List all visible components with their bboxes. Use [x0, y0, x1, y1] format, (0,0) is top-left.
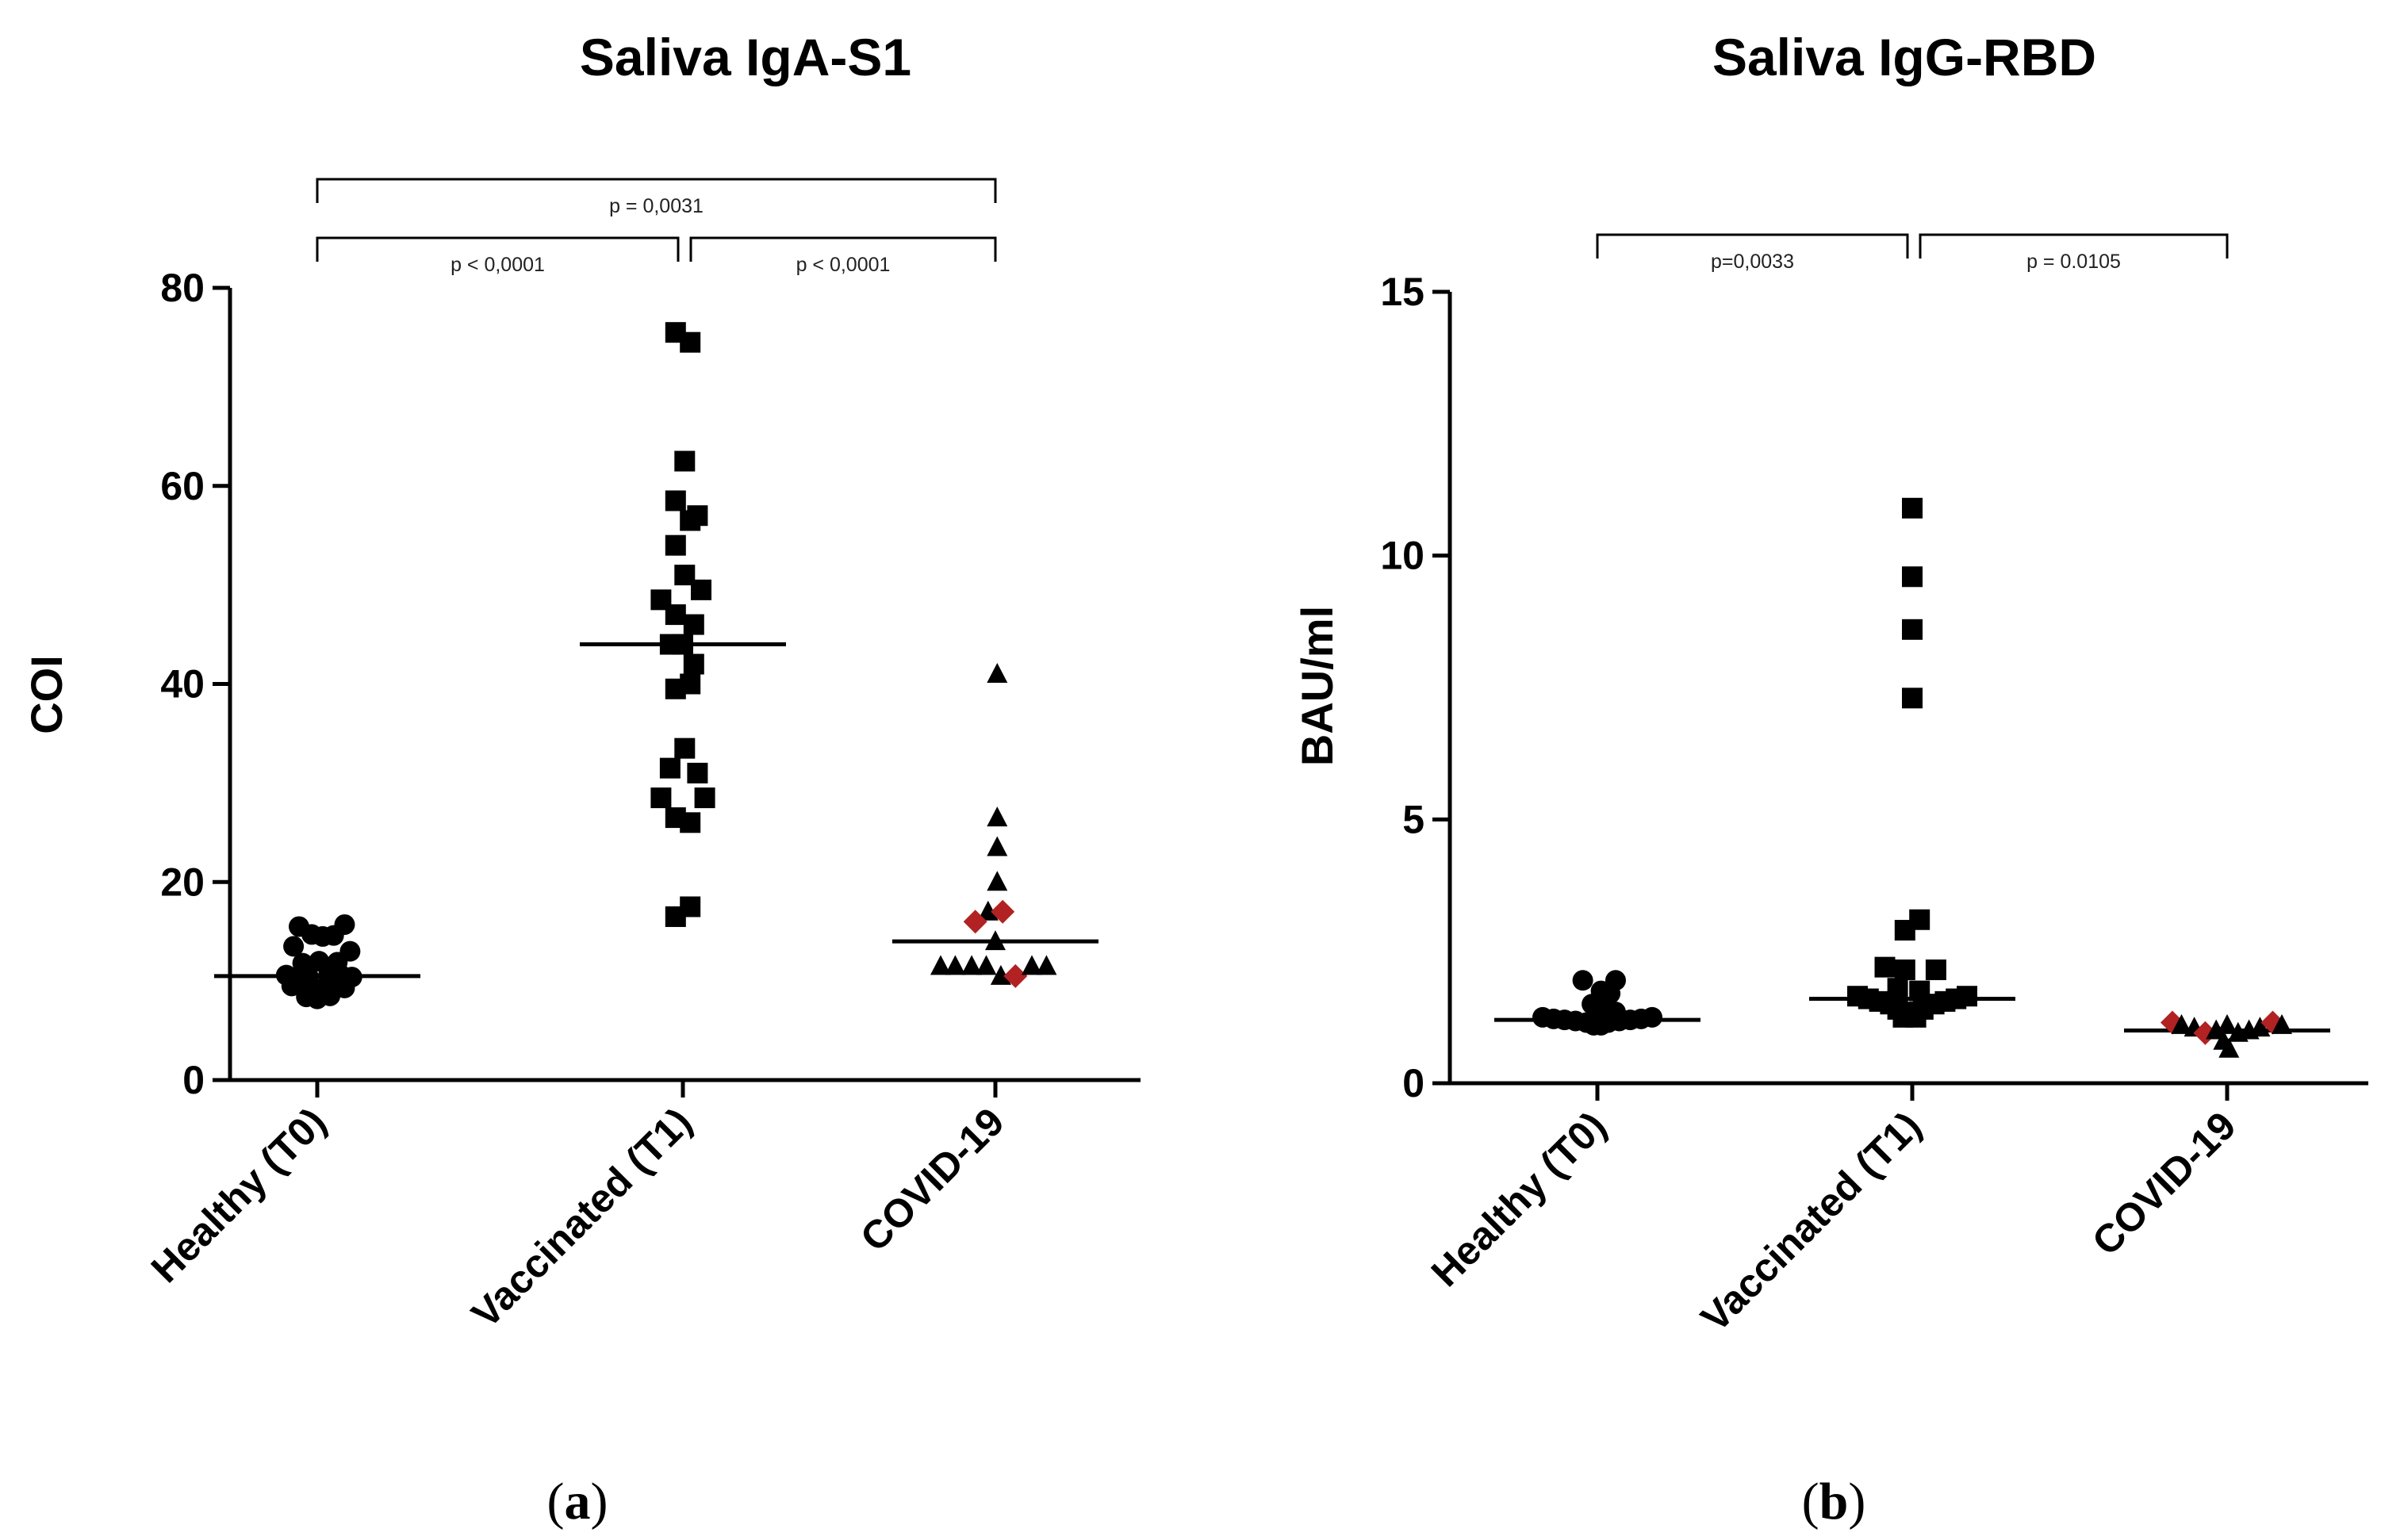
data-point-circle	[1572, 970, 1593, 991]
data-point-triangle	[2217, 1013, 2237, 1034]
data-point-circle	[309, 951, 330, 972]
x-category-label: Healthy (T0)	[1423, 1103, 1615, 1295]
y-tick-label: 0	[1402, 1061, 1424, 1105]
data-point-circle	[1642, 1006, 1662, 1028]
panel-a-label: (a)	[547, 1473, 608, 1530]
data-point-square	[1874, 956, 1896, 978]
data-point-triangle	[2171, 1013, 2192, 1034]
data-point-triangle	[2249, 1017, 2271, 1037]
data-point-square	[665, 906, 686, 927]
data-point-square	[1902, 566, 1923, 588]
panel-a-title: Saliva IgA-S1	[580, 28, 911, 86]
data-point-square	[1894, 959, 1915, 980]
x-category-label: Vaccinated (T1)	[1693, 1103, 1930, 1340]
data-point-diamond	[963, 910, 987, 934]
data-point-square	[683, 653, 704, 675]
significance-bracket	[1919, 233, 2229, 259]
panel-a-letter: a	[565, 1473, 591, 1530]
p-value-label: p = 0,0031	[609, 195, 704, 217]
data-point-square	[687, 762, 708, 783]
significance-bracket	[689, 236, 997, 262]
data-point-square	[674, 450, 696, 472]
data-point-square	[687, 505, 708, 527]
data-point-triangle	[961, 955, 983, 975]
y-tick-label: 5	[1402, 797, 1424, 841]
data-point-square	[1905, 1006, 1927, 1028]
data-point-triangle	[2218, 1037, 2240, 1058]
data-point-square	[680, 331, 701, 353]
data-point-triangle	[1036, 955, 1057, 975]
data-point-square	[694, 787, 715, 809]
significance-bracket	[316, 178, 997, 203]
data-point-circle	[334, 914, 355, 935]
data-point-diamond	[991, 899, 1015, 924]
data-point-triangle	[930, 955, 951, 975]
data-point-square	[1902, 497, 1923, 519]
data-point-square	[665, 534, 686, 556]
y-tick-label: 80	[160, 266, 205, 310]
data-point-square	[1902, 619, 1923, 640]
data-point-square	[674, 737, 696, 759]
data-point-triangle	[1022, 955, 1042, 975]
data-point-circle	[283, 936, 305, 957]
panel-a-ylabel: COI	[21, 655, 71, 734]
x-category-label: COVID-19	[2084, 1103, 2245, 1264]
data-point-square	[680, 673, 701, 695]
data-point-square	[1902, 688, 1923, 709]
data-point-triangle	[2272, 1013, 2292, 1034]
p-value-label: p < 0,0001	[451, 254, 545, 276]
data-point-diamond	[1003, 963, 1028, 988]
data-point-square	[691, 579, 711, 600]
p-value-label: p=0,0033	[1711, 251, 1794, 273]
data-point-triangle	[987, 836, 1008, 856]
y-tick-label: 20	[160, 860, 205, 904]
significance-bracket	[316, 236, 680, 262]
data-point-square	[1957, 986, 1977, 1007]
data-point-triangle	[976, 955, 997, 975]
data-point-square	[680, 812, 701, 833]
data-point-square	[665, 604, 686, 626]
y-tick-label: 60	[160, 464, 205, 508]
data-point-square	[673, 634, 693, 655]
data-point-triangle	[987, 663, 1008, 684]
data-point-square	[650, 787, 672, 809]
data-point-square	[1894, 920, 1915, 941]
panel-b: Saliva IgG-RBD BAU/ml 0 5 10 15 Healthy (T0…	[1292, 28, 2368, 1530]
x-category-label: COVID-19	[852, 1099, 1013, 1260]
significance-bracket	[1596, 233, 1909, 259]
y-tick-label: 15	[1380, 270, 1424, 314]
y-tick-label: 40	[160, 662, 205, 707]
data-point-square	[659, 757, 681, 779]
panel-b-title: Saliva IgG-RBD	[1712, 28, 2096, 86]
panel-b-letter: b	[1819, 1473, 1849, 1530]
p-value-label: p < 0,0001	[796, 254, 891, 276]
data-point-circle	[320, 985, 341, 1006]
panel-b-ylabel: BAU/ml	[1292, 606, 1342, 766]
x-category-label: Healthy (T0)	[143, 1099, 335, 1291]
data-point-triangle	[985, 930, 1006, 951]
data-point-square	[1925, 959, 1946, 980]
data-point-triangle	[987, 871, 1008, 891]
y-tick-label: 10	[1380, 534, 1424, 578]
panel-b-label: (b)	[1802, 1473, 1866, 1530]
data-point-triangle	[977, 900, 999, 921]
data-point-circle	[1590, 1014, 1612, 1036]
data-point-triangle	[990, 964, 1011, 985]
x-category-label: Vaccinated (T1)	[463, 1099, 700, 1336]
panel-a: Saliva IgA-S1 COI 0 20 40 60 80 Healthy (T0)…	[21, 28, 1141, 1530]
data-point-square	[683, 614, 704, 635]
data-point-triangle	[945, 955, 966, 975]
data-point-triangle	[987, 806, 1008, 827]
y-tick-label: 0	[182, 1058, 205, 1102]
p-value-label: p = 0.0105	[2026, 251, 2121, 273]
data-point-square	[665, 490, 686, 511]
